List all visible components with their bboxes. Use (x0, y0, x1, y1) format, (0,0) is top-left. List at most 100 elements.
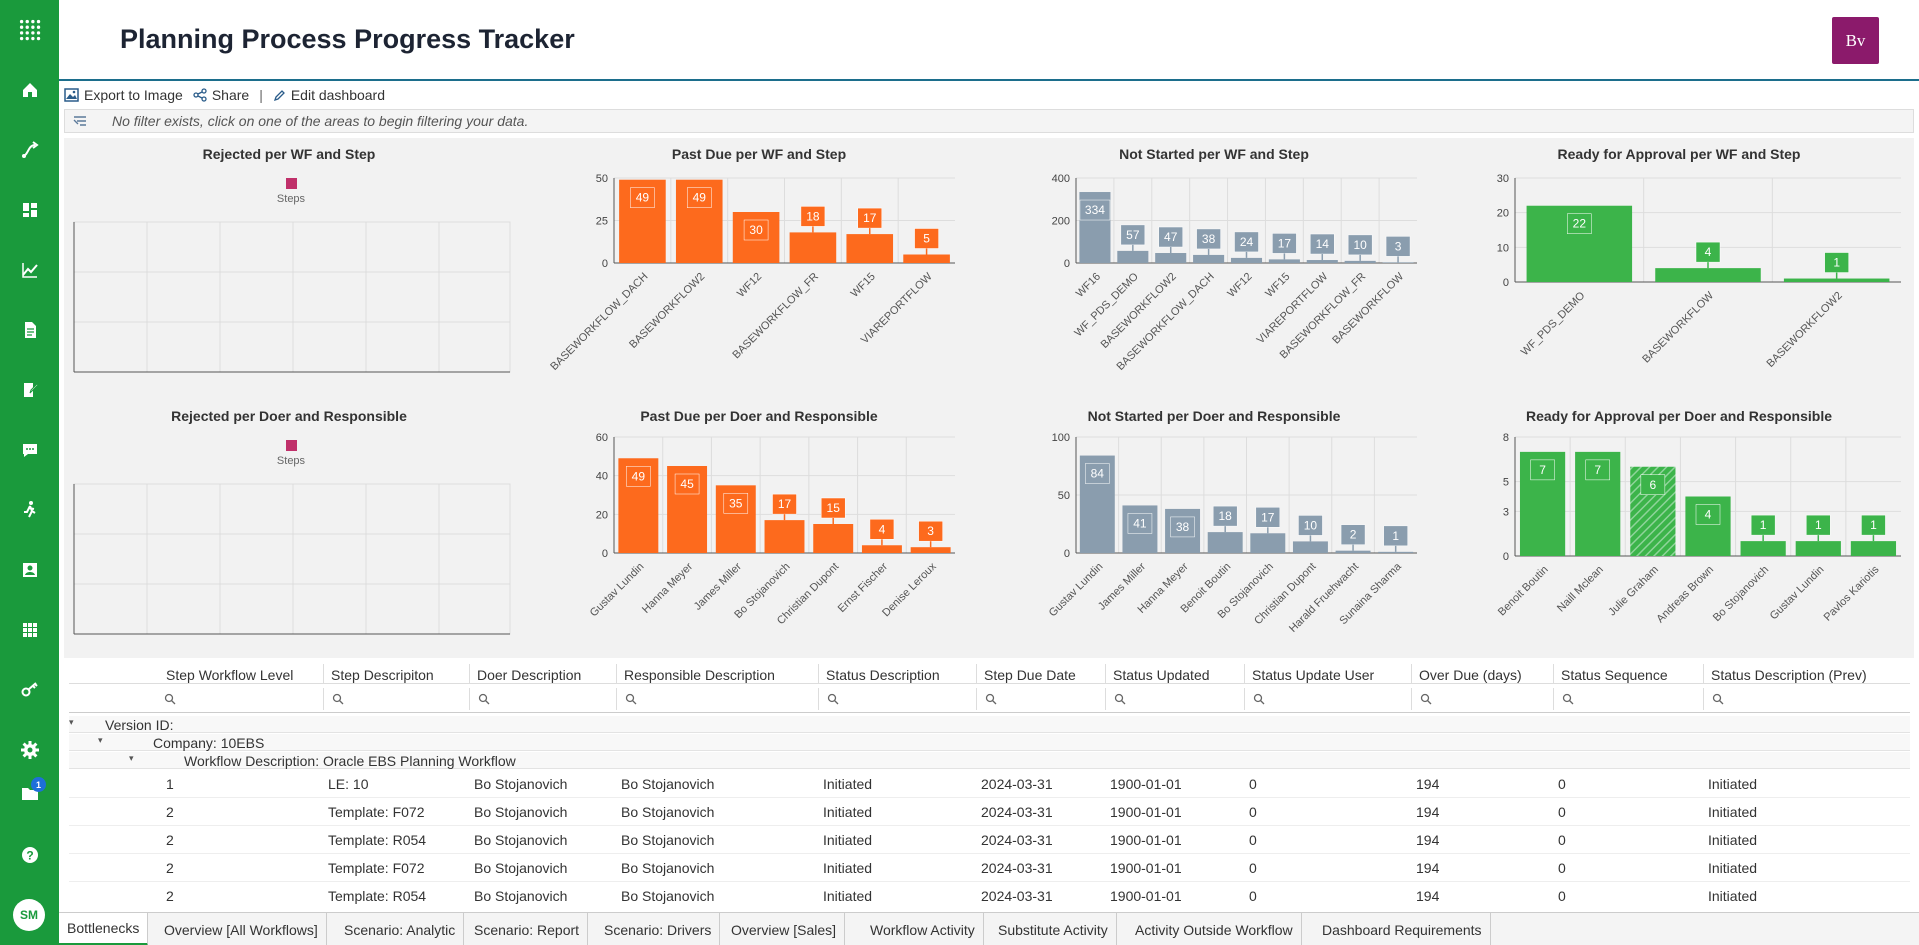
bar[interactable] (1230, 257, 1263, 263)
group-row[interactable]: ▾ Company: 10EBS (69, 734, 1910, 751)
sidebar-home-button[interactable] (0, 70, 59, 110)
table-row[interactable]: 2 Template: R054 Bo Stojanovich Bo Stojanov… (69, 882, 1910, 904)
sidebar-profile-button[interactable] (0, 550, 59, 590)
tab-scenario-analytic[interactable]: Scenario: Analytic (336, 913, 465, 945)
column-filter[interactable] (1105, 688, 1244, 710)
sidebar-chat-button[interactable] (0, 430, 59, 470)
bar[interactable] (1783, 278, 1890, 282)
share-button[interactable]: Share (193, 87, 249, 103)
group-row[interactable]: ▾ Workflow Description: Oracle EBS Planni… (69, 752, 1910, 769)
bar[interactable] (813, 524, 854, 553)
tab-overview-all-workflows[interactable]: Overview [All Workflows] (156, 913, 327, 945)
bar[interactable] (764, 520, 805, 553)
sidebar-edit-document-button[interactable] (0, 370, 59, 410)
column-filter[interactable] (1703, 688, 1910, 710)
bar[interactable] (1795, 541, 1841, 556)
group-row[interactable]: ▾ Version ID: (69, 716, 1910, 733)
bar[interactable] (1292, 541, 1328, 553)
chart-ready-doer[interactable]: Ready for Approval per Doer and Responsi… (1444, 400, 1914, 658)
bar[interactable] (1117, 250, 1149, 263)
tab-scenario-report[interactable]: Scenario: Report (466, 913, 589, 945)
column-header[interactable]: Over Due (days) (1419, 667, 1522, 683)
column-header[interactable]: Step Due Date (984, 667, 1076, 683)
column-header[interactable]: Doer Description (477, 667, 582, 683)
bar[interactable] (1344, 260, 1376, 263)
column-filter[interactable] (1411, 688, 1553, 710)
tab-substitute-activity[interactable]: Substitute Activity (990, 913, 1117, 945)
column-filter[interactable] (1244, 688, 1411, 710)
tab-bottlenecks[interactable]: Bottlenecks (59, 913, 149, 945)
user-avatar[interactable]: SM (13, 899, 45, 931)
bar[interactable] (861, 545, 902, 553)
bar[interactable] (1382, 262, 1414, 263)
collapse-chevron-icon[interactable]: ▾ (98, 735, 103, 745)
sidebar-help-button[interactable]: ? (0, 835, 59, 875)
bar[interactable] (846, 234, 894, 263)
edit-dashboard-button[interactable]: Edit dashboard (273, 87, 385, 103)
chart-rejected-wf[interactable]: Rejected per WF and Step Steps (64, 138, 514, 398)
column-filter[interactable] (156, 688, 323, 710)
chart-pastdue-doer[interactable]: Past Due per Doer and Responsible 0 20 40 60… (534, 400, 984, 658)
column-filter[interactable] (323, 688, 469, 710)
bar[interactable] (1378, 551, 1414, 553)
bar[interactable] (903, 254, 950, 264)
column-header[interactable]: Responsible Description (624, 667, 775, 683)
sidebar-document-button[interactable] (0, 310, 59, 350)
sidebar-chart-button[interactable] (0, 250, 59, 290)
sidebar-apps-grid-button[interactable] (0, 10, 59, 50)
bar[interactable] (1335, 550, 1371, 553)
bar[interactable] (1250, 533, 1286, 553)
sidebar-grid-button[interactable] (0, 610, 59, 650)
chart-pastdue-wf[interactable]: Past Due per WF and Step 0 25 50 49 BASEWORKF… (534, 138, 984, 398)
tab-overview-sales[interactable]: Overview [Sales] (723, 913, 846, 945)
sidebar-workflow-button[interactable] (0, 130, 59, 170)
chart-rejected-doer[interactable]: Rejected per Doer and Responsible Steps (64, 400, 514, 658)
filter-bar[interactable]: No filter exists, click on one of the ar… (64, 109, 1914, 133)
collapse-chevron-icon[interactable]: ▾ (69, 717, 74, 727)
sidebar-key-button[interactable] (0, 670, 59, 710)
sidebar-gear-button[interactable] (0, 730, 59, 770)
chart-ready-wf[interactable]: Ready for Approval per WF and Step 0 10 20 3… (1444, 138, 1914, 398)
table-row[interactable]: 2 Template: R054 Bo Stojanovich Bo Stojanov… (69, 826, 1910, 854)
sidebar-folder-button[interactable]: 1 (0, 773, 59, 813)
bar[interactable] (1655, 268, 1761, 282)
chart-notstarted-wf[interactable]: Not Started per WF and Step 0 200 400 334 WF1… (989, 138, 1439, 398)
bar[interactable] (1207, 532, 1243, 553)
search-icon (827, 693, 839, 705)
table-row[interactable]: 2 Template: F072 Bo Stojanovich Bo Stojanov… (69, 798, 1910, 826)
column-header[interactable]: Step Descripiton (331, 667, 434, 683)
table-row[interactable]: 2 Template: F072 Bo Stojanovich Bo Stojanov… (69, 854, 1910, 882)
bar[interactable] (1155, 253, 1187, 263)
bar[interactable] (1740, 541, 1786, 556)
tab-scenario-drivers[interactable]: Scenario: Drivers (596, 913, 721, 945)
tab-workflow-activity[interactable]: Workflow Activity (862, 913, 984, 945)
bar[interactable] (1306, 260, 1338, 263)
sidebar-dashboard-button[interactable] (0, 190, 59, 230)
column-header[interactable]: Status Description (Prev) (1711, 667, 1867, 683)
bar[interactable] (1193, 254, 1225, 263)
table-cell: 2024-03-31 (981, 832, 1053, 848)
bar[interactable] (789, 232, 837, 263)
table-row[interactable]: 1 LE: 10 Bo Stojanovich Bo Stojanovich Initi… (69, 770, 1910, 798)
column-header[interactable]: Status Sequence (1561, 667, 1668, 683)
sidebar-activity-button[interactable] (0, 490, 59, 530)
column-filter[interactable] (1553, 688, 1703, 710)
bar[interactable] (910, 547, 951, 553)
column-filter[interactable] (976, 688, 1105, 710)
column-header[interactable]: Status Update User (1252, 667, 1375, 683)
brand-logo[interactable]: Bv (1832, 17, 1879, 64)
export-image-button[interactable]: Export to Image (64, 87, 183, 103)
tab-activity-outside-workflow[interactable]: Activity Outside Workflow (1127, 913, 1302, 945)
column-filter[interactable] (469, 688, 616, 710)
column-header[interactable]: Status Updated (1113, 667, 1210, 683)
column-filter[interactable] (616, 688, 818, 710)
column-filter[interactable] (818, 688, 976, 710)
column-header[interactable]: Status Description (826, 667, 940, 683)
chart-notstarted-doer[interactable]: Not Started per Doer and Responsible 0 50 1… (989, 400, 1439, 658)
data-label-box (1385, 236, 1411, 257)
column-header[interactable]: Step Workflow Level (166, 667, 294, 683)
bar[interactable] (1850, 541, 1897, 556)
tab-dashboard-requirements[interactable]: Dashboard Requirements (1314, 913, 1491, 945)
collapse-chevron-icon[interactable]: ▾ (129, 753, 134, 763)
bar[interactable] (1268, 259, 1300, 263)
